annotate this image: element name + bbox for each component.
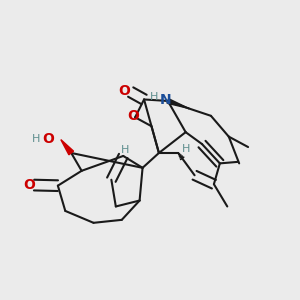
Polygon shape	[61, 140, 74, 155]
Text: N: N	[160, 93, 172, 107]
Polygon shape	[167, 99, 189, 108]
Text: H: H	[32, 134, 40, 144]
Text: O: O	[23, 178, 35, 192]
Text: H: H	[182, 143, 191, 154]
Text: O: O	[42, 132, 54, 146]
Text: H: H	[121, 145, 129, 155]
Text: O: O	[127, 109, 139, 123]
Text: H: H	[150, 92, 158, 101]
Text: O: O	[118, 84, 130, 98]
